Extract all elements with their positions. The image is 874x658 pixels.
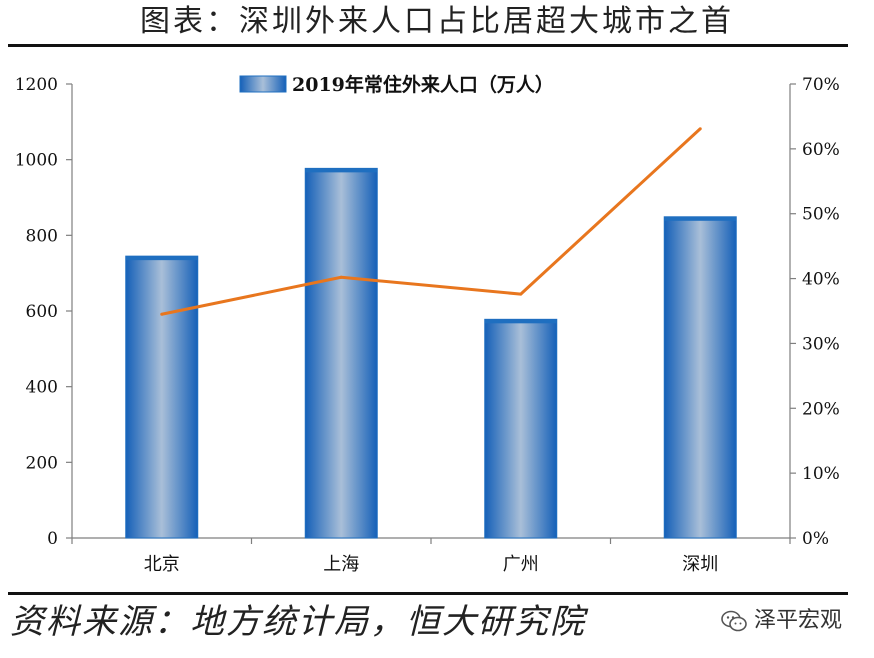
bars [125,167,737,539]
chart-title: 图表：深圳外来人口占比居超大城市之首 [140,4,734,39]
right-tick-label: 60% [802,140,840,160]
category-label: 深圳 [682,554,718,575]
source-note: 资料来源：地方统计局，恒大研究院 [10,602,586,642]
left-tick-label: 800 [26,226,58,246]
bar-北京 [125,255,199,539]
bar-cap [664,216,737,221]
category-label: 北京 [144,554,180,575]
bar-深圳 [663,216,737,539]
category-label: 上海 [323,554,359,575]
right-tick-label: 70% [802,75,840,95]
line-point-广州 [519,292,523,296]
legend-swatch-bar [239,75,287,93]
bar-cap [305,168,378,173]
bar-cap [125,256,198,261]
right-tick-label: 0% [802,529,829,549]
right-tick-label: 20% [802,399,840,419]
bar-上海 [304,167,378,539]
right-tick-label: 30% [802,334,840,354]
left-tick-label: 200 [26,453,58,473]
watermark: 泽平宏观 [720,606,842,636]
wechat-icon [721,610,747,632]
left-tick-label: 1000 [15,151,58,171]
bar-cap [484,319,557,324]
legend: 2019年常住外来人口（万人） [239,73,554,96]
top-rule [8,44,848,47]
bottom-rule [8,592,848,595]
line-series [160,127,702,316]
right-tick-label: 50% [802,205,840,225]
right-tick-label: 40% [802,270,840,290]
right-tick-label: 10% [802,464,840,484]
left-tick-label: 1200 [15,75,58,95]
category-label: 广州 [503,554,539,575]
bar-line-chart: 2019年常住外来人口（万人） 0 200 400 600 800 1000 1200 0% 1… [15,73,840,575]
left-tick-label: 600 [26,302,58,322]
left-tick-label: 400 [26,378,58,398]
bar-广州 [484,318,558,539]
watermark-text: 泽平宏观 [753,608,842,633]
line-path [161,127,702,316]
category-labels: 北京 上海 广州 深圳 [144,554,719,575]
left-tick-label: 0 [47,529,58,549]
line-point-上海 [339,275,343,279]
legend-label-bar: 2019年常住外来人口（万人） [292,73,554,96]
line-point-北京 [160,312,164,316]
line-point-深圳 [698,127,702,131]
